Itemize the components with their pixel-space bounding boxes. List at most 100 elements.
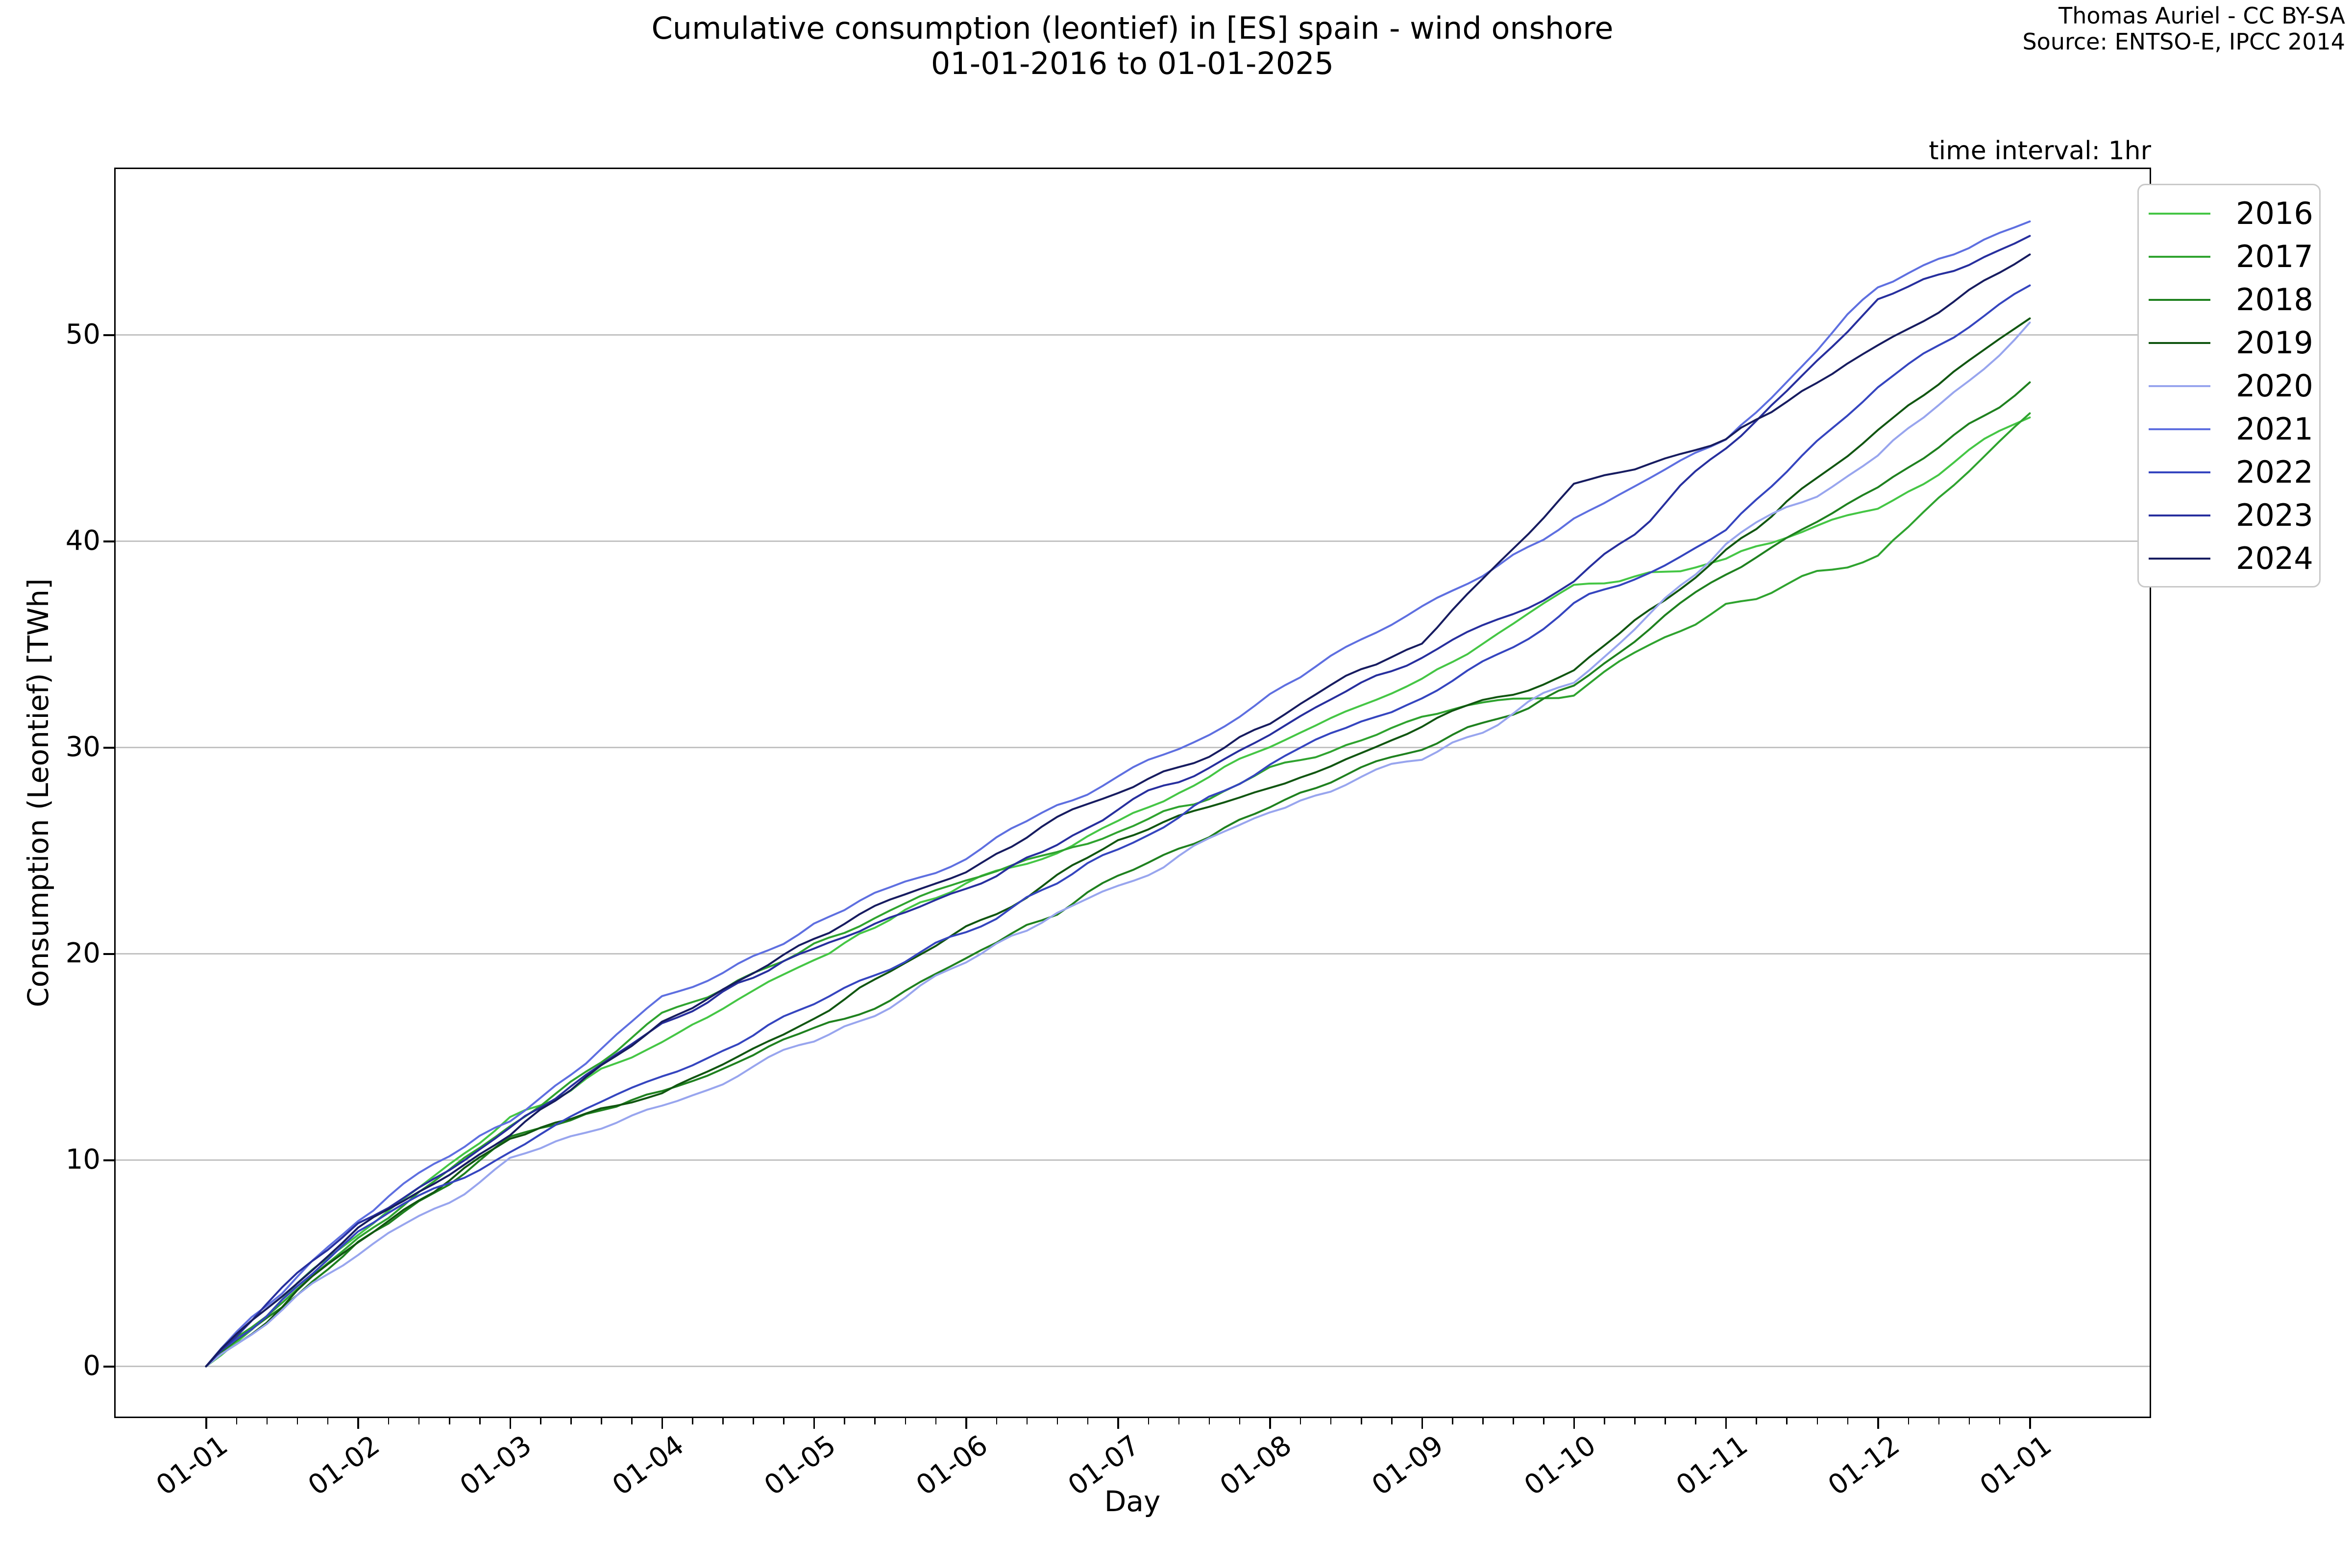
series-line-2020: [205, 321, 2031, 1368]
legend-entry-2016: 2016: [2149, 192, 2319, 235]
x-minor-tick-7-3: [1391, 1418, 1393, 1424]
x-tick-label-7: 01-08: [1214, 1429, 1298, 1502]
y-tick-30: [103, 747, 114, 749]
x-tick-9: [1573, 1418, 1575, 1429]
chart-title-line2: 01-01-2016 to 01-01-2025: [931, 46, 1334, 81]
x-tick-2: [509, 1418, 512, 1429]
x-minor-tick-9-1: [1634, 1418, 1636, 1424]
x-minor-tick-11-3: [1999, 1418, 2001, 1424]
x-minor-tick-7-1: [1330, 1418, 1332, 1424]
x-minor-tick-8-2: [1513, 1418, 1514, 1424]
x-axis-label: Day: [1104, 1485, 1161, 1518]
x-minor-tick-11-1: [1938, 1418, 1940, 1424]
x-minor-tick-9-2: [1665, 1418, 1666, 1424]
y-tick-10: [103, 1159, 114, 1161]
y-axis-label: Consumption (Leontief) [TWh]: [22, 578, 55, 1007]
x-minor-tick-0-2: [296, 1418, 298, 1424]
x-minor-tick-2-0: [540, 1418, 541, 1424]
x-minor-tick-6-1: [1178, 1418, 1180, 1424]
legend-line-swatch-2019: [2149, 342, 2210, 344]
attribution-text: Thomas Auriel - CC BY-SA Source: ENTSO-E…: [2022, 3, 2345, 55]
x-minor-tick-1-2: [449, 1418, 450, 1424]
series-line-2024: [205, 253, 2031, 1368]
legend-label-2023: 2023: [2236, 497, 2313, 533]
legend-line-swatch-2017: [2149, 255, 2210, 258]
x-tick-label-0: 01-01: [150, 1429, 234, 1502]
legend-entry-2019: 2019: [2149, 321, 2319, 365]
x-minor-tick-6-0: [1148, 1418, 1150, 1424]
legend-line-swatch-2024: [2149, 557, 2210, 560]
legend-entry-2024: 2024: [2149, 537, 2319, 580]
series-line-2017: [205, 412, 2031, 1368]
x-minor-tick-2-2: [601, 1418, 602, 1424]
x-minor-tick-9-0: [1604, 1418, 1605, 1424]
x-tick-label-9: 01-10: [1518, 1429, 1602, 1502]
x-minor-tick-9-3: [1695, 1418, 1696, 1424]
x-minor-tick-5-0: [996, 1418, 998, 1424]
legend-line-swatch-2023: [2149, 514, 2210, 517]
y-tick-20: [103, 953, 114, 955]
gridline-y-50: [116, 334, 2150, 336]
x-tick-label-10: 01-11: [1670, 1429, 1754, 1502]
legend-entries: 2016 2017 2018 2019 2020 2021 2022 2023 2024: [2149, 192, 2319, 580]
x-tick-label-4: 01-05: [758, 1429, 842, 1502]
legend-entry-2022: 2022: [2149, 451, 2319, 494]
legend-entry-2021: 2021: [2149, 408, 2319, 451]
x-minor-tick-4-0: [844, 1418, 845, 1424]
x-minor-tick-6-3: [1239, 1418, 1241, 1424]
x-tick-0: [205, 1418, 207, 1429]
x-minor-tick-10-0: [1756, 1418, 1757, 1424]
x-tick-label-8: 01-09: [1366, 1429, 1450, 1502]
x-minor-tick-8-3: [1543, 1418, 1544, 1424]
gridline-y-20: [116, 953, 2150, 955]
legend-line-swatch-2016: [2149, 212, 2210, 215]
series-line-2018: [205, 381, 2031, 1368]
x-minor-tick-1-1: [418, 1418, 420, 1424]
legend-line-swatch-2021: [2149, 428, 2210, 431]
attribution-author: Thomas Auriel - CC BY-SA: [2058, 2, 2345, 29]
legend-label-2017: 2017: [2236, 239, 2313, 274]
series-line-2022: [205, 284, 2031, 1368]
gridline-y-0: [116, 1366, 2150, 1367]
series-lines: [205, 220, 2031, 1368]
x-minor-tick-8-1: [1482, 1418, 1484, 1424]
legend-entry-2018: 2018: [2149, 278, 2319, 321]
legend-label-2019: 2019: [2236, 325, 2313, 361]
legend-label-2024: 2024: [2236, 540, 2313, 576]
x-minor-tick-1-3: [479, 1418, 481, 1424]
y-tick-50: [103, 334, 114, 336]
y-tick-40: [103, 540, 114, 542]
x-minor-tick-5-1: [1026, 1418, 1028, 1424]
attribution-source: Source: ENTSO-E, IPCC 2014: [2022, 28, 2345, 55]
x-tick-11: [1877, 1418, 1879, 1429]
y-tick-0: [103, 1366, 114, 1368]
x-tick-5: [965, 1418, 967, 1429]
y-tick-label-50: 50: [65, 318, 100, 350]
series-line-2023: [205, 235, 2031, 1368]
x-tick-4: [813, 1418, 815, 1429]
x-minor-tick-4-2: [905, 1418, 906, 1424]
x-tick-12: [2029, 1418, 2031, 1429]
y-tick-label-40: 40: [65, 525, 100, 557]
legend-box: 2016 2017 2018 2019 2020 2021 2022 2023 2024: [2137, 184, 2321, 588]
x-minor-tick-11-0: [1908, 1418, 1910, 1424]
x-minor-tick-6-2: [1208, 1418, 1210, 1424]
x-tick-1: [357, 1418, 359, 1429]
legend-line-swatch-2018: [2149, 298, 2210, 301]
x-minor-tick-10-3: [1847, 1418, 1849, 1424]
x-minor-tick-10-1: [1786, 1418, 1788, 1424]
series-line-2019: [205, 317, 2031, 1368]
legend-line-swatch-2022: [2149, 471, 2210, 474]
legend-label-2020: 2020: [2236, 368, 2313, 404]
x-tick-label-2: 01-03: [454, 1429, 538, 1502]
x-tick-3: [661, 1418, 663, 1429]
chart-title: Cumulative consumption (leontief) in [ES…: [651, 11, 1613, 81]
x-minor-tick-3-0: [692, 1418, 693, 1424]
x-minor-tick-10-2: [1816, 1418, 1818, 1424]
x-minor-tick-0-3: [327, 1418, 329, 1424]
x-tick-8: [1421, 1418, 1423, 1429]
y-tick-label-30: 30: [65, 731, 100, 763]
x-minor-tick-4-1: [874, 1418, 876, 1424]
x-minor-tick-0-1: [266, 1418, 268, 1424]
